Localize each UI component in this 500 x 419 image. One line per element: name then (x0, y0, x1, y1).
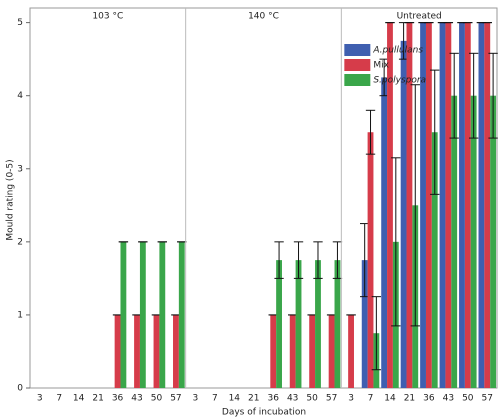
bar (400, 40, 407, 389)
bar (464, 22, 471, 388)
error-bar (410, 84, 420, 327)
error-bar (274, 241, 284, 279)
x-tick-label: 50 (306, 394, 318, 404)
error-bar (391, 157, 401, 327)
x-tick-label: 21 (248, 394, 259, 404)
error-bar (365, 109, 376, 155)
bar (431, 132, 438, 388)
legend-label: S.polyspora (373, 76, 426, 86)
bar (445, 22, 452, 388)
x-tick-label: 57 (170, 394, 181, 404)
error-bar (430, 69, 440, 195)
x-tick-label: 43 (287, 394, 298, 404)
legend-swatch (344, 74, 371, 86)
bar (439, 22, 446, 388)
x-tick-label: 36 (112, 394, 124, 404)
bar (334, 260, 341, 388)
plot-frame (29, 7, 498, 389)
y-tick-label: 3 (17, 164, 23, 174)
error-bar (332, 241, 343, 279)
bar (315, 260, 321, 388)
bar (381, 77, 388, 388)
x-tick-label: 14 (73, 394, 85, 404)
x-tick-label: 7 (212, 394, 218, 404)
bar (361, 260, 368, 388)
x-tick-label: 7 (56, 394, 62, 404)
bar (289, 314, 296, 388)
x-tick-label: 50 (462, 394, 474, 404)
panel-title: 103 °C (92, 12, 123, 22)
x-tick-label: 3 (348, 394, 354, 404)
x-tick-label: 3 (37, 394, 43, 404)
bar (484, 22, 491, 388)
x-tick-label: 7 (368, 394, 374, 404)
legend-label: A.pullulans (372, 46, 423, 56)
legend-swatch (344, 44, 371, 56)
x-tick-label: 21 (404, 394, 415, 404)
x-tick-label: 21 (92, 394, 103, 404)
x-axis-label: Days of incubation (222, 408, 306, 418)
bar (139, 241, 146, 388)
bar (348, 314, 354, 388)
bar (120, 241, 127, 388)
bar (309, 314, 316, 388)
bar (387, 22, 393, 388)
bar (420, 22, 426, 388)
bar (367, 132, 374, 388)
bar (153, 314, 160, 388)
error-bar (488, 52, 498, 139)
x-tick-label: 50 (151, 394, 163, 404)
x-tick-label: 14 (229, 394, 241, 404)
panel-title: 140 °C (248, 12, 279, 22)
bar (459, 22, 465, 388)
bar (328, 314, 335, 388)
bar (425, 22, 432, 388)
x-tick-label: 3 (193, 394, 199, 404)
x-tick-label: 43 (131, 394, 142, 404)
error-bar (293, 241, 304, 279)
bar (295, 260, 302, 388)
legend-label: Mix (373, 61, 389, 71)
y-tick-label: 5 (17, 18, 23, 28)
error-bar (313, 241, 323, 279)
bar (159, 241, 166, 388)
bar (470, 95, 477, 388)
x-tick-label: 43 (443, 394, 454, 404)
y-tick-label: 4 (17, 91, 23, 101)
bar (114, 314, 121, 388)
bar (490, 95, 497, 388)
error-bar (371, 296, 382, 371)
y-tick-label: 2 (17, 237, 23, 247)
error-bar (468, 52, 479, 139)
bar (270, 314, 277, 388)
y-tick-label: 1 (17, 310, 23, 320)
error-bar (449, 52, 459, 139)
bar (276, 260, 282, 388)
bar (406, 22, 413, 388)
panel-title: Untreated (397, 12, 442, 22)
legend-swatch (344, 59, 371, 71)
bar (451, 95, 458, 388)
x-tick-label: 14 (384, 394, 396, 404)
x-tick-label: 36 (268, 394, 280, 404)
bar (173, 314, 179, 388)
bar (478, 22, 485, 388)
bar (134, 314, 140, 388)
x-tick-label: 36 (423, 394, 435, 404)
y-axis-label: Mould rating (0-5) (6, 159, 16, 240)
bar (178, 241, 185, 388)
y-tick-label: 0 (17, 384, 23, 394)
x-tick-label: 57 (482, 394, 493, 404)
x-tick-label: 57 (326, 394, 337, 404)
